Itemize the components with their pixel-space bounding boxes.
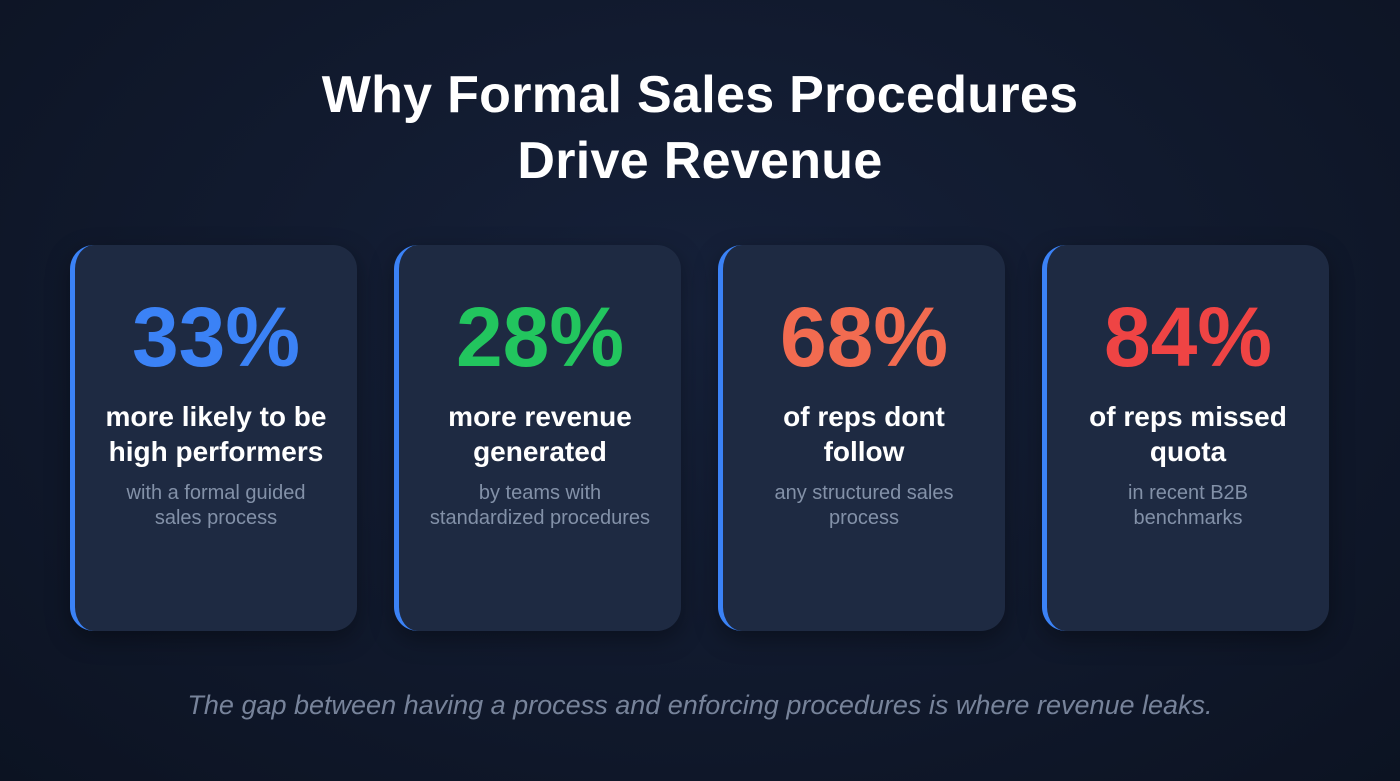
- page-title: Why Formal Sales Procedures Drive Revenu…: [0, 62, 1400, 194]
- stat-cards: 33% more likely to be high performers wi…: [70, 245, 1329, 631]
- stat-headline: more likely to be high performers: [105, 401, 327, 467]
- stat-value: 33%: [131, 290, 301, 384]
- stat-card: 84% of reps missed quota in recent B2B b…: [1042, 245, 1329, 631]
- title-line-2: Drive Revenue: [517, 132, 883, 190]
- stat-detail: in recent B2B benchmarks: [1127, 482, 1249, 529]
- stat-card: 68% of reps dont follow any structured s…: [718, 245, 1005, 631]
- stat-headline: of reps dont follow: [783, 401, 945, 467]
- stat-card: 33% more likely to be high performers wi…: [70, 245, 357, 631]
- stat-value: 68%: [779, 290, 949, 384]
- stat-value: 28%: [455, 290, 625, 384]
- stat-detail: by teams with standardized procedures: [429, 482, 651, 529]
- title-line-1: Why Formal Sales Procedures: [321, 66, 1079, 124]
- stat-detail: any structured sales process: [774, 482, 954, 529]
- footer-note: The gap between having a process and enf…: [187, 690, 1213, 720]
- stat-headline: more revenue generated: [448, 401, 632, 467]
- stat-value: 84%: [1103, 290, 1273, 384]
- stat-detail: with a formal guided sales process: [126, 482, 306, 529]
- stat-card: 28% more revenue generated by teams with…: [394, 245, 681, 631]
- stat-headline: of reps missed quota: [1089, 401, 1287, 467]
